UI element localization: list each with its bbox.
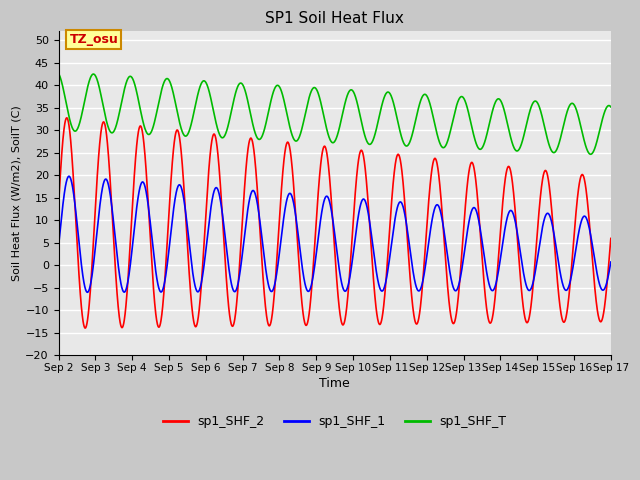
sp1_SHF_2 (490, 305, 498, 311)
sp1_SHF_1 (591, 261, 599, 267)
X-axis label: Time: Time (319, 377, 350, 390)
Legend: sp1_SHF_2, sp1_SHF_1, sp1_SHF_T: sp1_SHF_2, sp1_SHF_1, sp1_SHF_T (158, 410, 511, 433)
sp1_SHF_1 (84, 289, 92, 295)
Line: sp1_SHF_1: sp1_SHF_1 (58, 176, 611, 292)
Title: SP1 Soil Heat Flux: SP1 Soil Heat Flux (265, 11, 404, 26)
Text: TZ_osu: TZ_osu (70, 33, 118, 46)
sp1_SHF_1 (324, 194, 332, 200)
Y-axis label: Soil Heat Flux (W/m2), SoilT (C): Soil Heat Flux (W/m2), SoilT (C) (11, 106, 21, 281)
sp1_SHF_T (587, 151, 595, 157)
sp1_SHF_1 (607, 259, 614, 265)
sp1_SHF_1 (83, 289, 91, 295)
sp1_SHF_1 (65, 173, 73, 179)
Line: sp1_SHF_T: sp1_SHF_T (58, 73, 611, 154)
Line: sp1_SHF_2: sp1_SHF_2 (58, 118, 611, 328)
sp1_SHF_2 (81, 325, 89, 331)
sp1_SHF_2 (63, 115, 70, 121)
sp1_SHF_2 (591, 288, 599, 294)
sp1_SHF_T (591, 145, 598, 151)
sp1_SHF_1 (591, 259, 599, 265)
sp1_SHF_2 (309, 267, 317, 273)
sp1_SHF_T (591, 144, 599, 150)
sp1_SHF_T (308, 86, 316, 92)
sp1_SHF_T (323, 128, 331, 133)
sp1_SHF_2 (591, 291, 599, 297)
sp1_SHF_T (490, 105, 497, 110)
sp1_SHF_T (607, 104, 614, 110)
sp1_SHF_2 (607, 236, 614, 241)
sp1_SHF_1 (54, 244, 62, 250)
sp1_SHF_T (54, 71, 62, 76)
sp1_SHF_2 (324, 156, 332, 161)
sp1_SHF_2 (54, 203, 62, 209)
sp1_SHF_2 (83, 319, 91, 324)
sp1_SHF_T (83, 88, 90, 94)
sp1_SHF_1 (309, 274, 317, 280)
sp1_SHF_1 (490, 287, 498, 292)
